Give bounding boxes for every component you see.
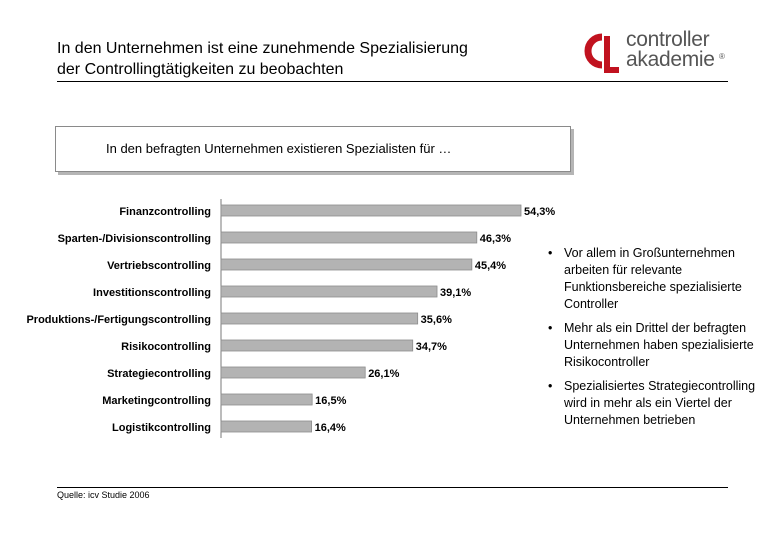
category-label: Vertriebscontrolling [107, 260, 211, 272]
source-note: Quelle: icv Studie 2006 [57, 490, 150, 500]
bar [220, 231, 478, 244]
bullet-item: • Spezialisiertes Strategiecontrolling w… [548, 378, 763, 429]
bar [220, 393, 313, 406]
bar [220, 285, 438, 298]
logo-text: controller akademie [626, 28, 715, 71]
value-label: 54,3% [524, 206, 555, 218]
category-label: Strategiecontrolling [107, 368, 211, 380]
category-label: Sparten-/Divisionscontrolling [58, 233, 211, 245]
value-label: 46,3% [480, 233, 511, 245]
bullet-text: Vor allem in Großunternehmen arbeiten fü… [564, 246, 742, 311]
bullet-text: Spezialisiertes Strategiecontrolling wir… [564, 379, 756, 427]
registered-mark: ® [719, 52, 725, 61]
page-title: In den Unternehmen ist eine zunehmende S… [57, 38, 577, 80]
bar [220, 420, 313, 433]
chart-title-box: In den befragten Unternehmen existieren … [55, 126, 571, 172]
value-label: 16,4% [315, 422, 346, 434]
logo-mark-icon [584, 33, 619, 73]
bar [220, 258, 473, 271]
bullet-item: • Vor allem in Großunternehmen arbeiten … [548, 245, 763, 313]
header-divider [57, 81, 728, 82]
logo-text-line-1: controller [626, 28, 710, 51]
value-label: 35,6% [421, 314, 452, 326]
category-label: Produktions-/Fertigungscontrolling [26, 314, 211, 326]
value-label: 26,1% [368, 368, 399, 380]
category-label: Finanzcontrolling [119, 206, 211, 218]
category-label: Marketingcontrolling [102, 395, 211, 407]
bullet-list: • Vor allem in Großunternehmen arbeiten … [548, 245, 763, 436]
bar-chart: Finanzcontrolling 54,3% Sparten-/Divisions… [26, 199, 555, 438]
logo-text-line-2: akademie [626, 48, 715, 71]
category-label: Investitionscontrolling [93, 287, 211, 299]
value-label: 34,7% [416, 341, 447, 353]
bar [220, 366, 366, 379]
page-title-line-2: der Controllingtätigkeiten zu beobachten [57, 61, 344, 78]
value-label: 16,5% [315, 395, 346, 407]
bar [220, 312, 419, 325]
bullet-icon: • [548, 321, 553, 335]
value-label: 39,1% [440, 287, 471, 299]
category-label: Logistikcontrolling [112, 422, 211, 434]
controller-akademie-logo: controller akademie ® [576, 28, 736, 76]
bullet-icon: • [548, 379, 553, 393]
bullet-icon: • [548, 246, 553, 260]
category-label: Risikocontrolling [121, 341, 211, 353]
page-title-line-1: In den Unternehmen ist eine zunehmende S… [57, 40, 468, 57]
bar [220, 339, 414, 352]
bullet-text: Mehr als ein Drittel der befragten Unter… [564, 321, 754, 369]
bullet-item: • Mehr als ein Drittel der befragten Unt… [548, 320, 763, 371]
value-label: 45,4% [475, 260, 506, 272]
footer-divider [57, 487, 728, 488]
chart-title: In den befragten Unternehmen existieren … [106, 141, 452, 156]
bar [220, 204, 522, 217]
